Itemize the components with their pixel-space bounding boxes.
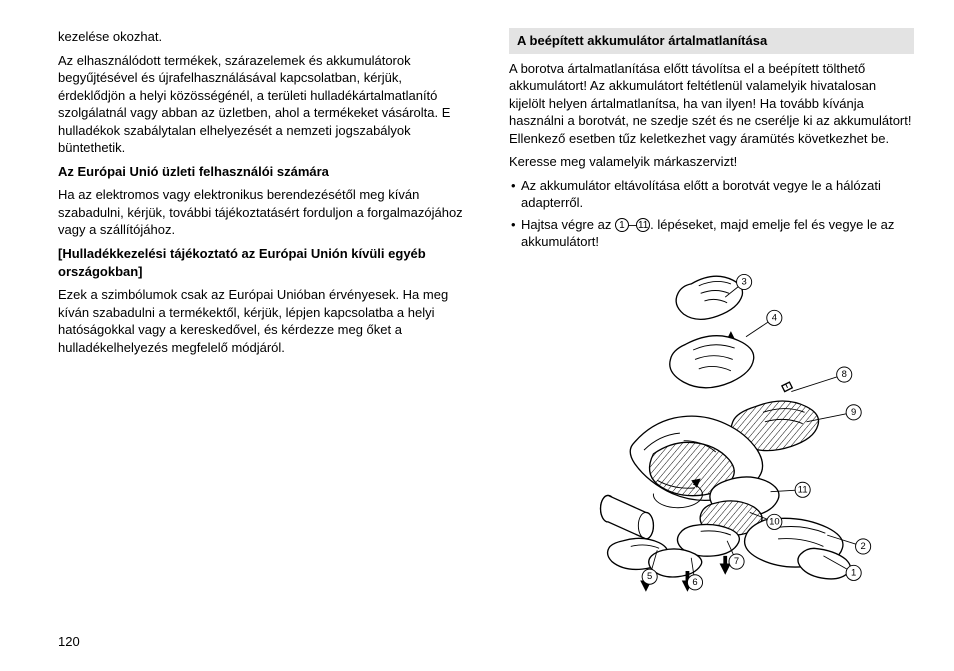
left-p2: Az elhasználódott termékek, szárazelemek… xyxy=(58,52,463,157)
callout-label-10: 10 xyxy=(769,516,780,527)
bullet-list: Az akkumulátor eltávolítása előtt a boro… xyxy=(509,177,914,251)
callout-label-11: 11 xyxy=(797,484,807,495)
callout-label-3: 3 xyxy=(741,277,746,288)
callout-line-8 xyxy=(791,375,844,392)
part-4-shell xyxy=(669,336,753,388)
circled-step-first: 1 xyxy=(615,218,629,232)
callout-label-6: 6 xyxy=(692,577,697,588)
left-p1: kezelése okozhat. xyxy=(58,28,463,46)
bullet-2-a: Hajtsa végre az xyxy=(521,217,615,232)
bullet-2: Hajtsa végre az 1–11. lépéseket, majd em… xyxy=(509,216,914,251)
part-8-screw xyxy=(781,382,791,391)
page-number: 120 xyxy=(58,634,80,649)
callout-label-9: 9 xyxy=(851,407,856,418)
left-h1: Az Európai Unió üzleti felhasználói szám… xyxy=(58,163,463,181)
diagram-svg: 3 4 8 9 11 10 2 1 7 6 5 xyxy=(542,255,882,615)
bullet-2-b: – xyxy=(629,217,636,232)
callout-label-5: 5 xyxy=(647,571,652,582)
callout-label-4: 4 xyxy=(771,312,776,323)
callout-label-2: 2 xyxy=(860,541,865,552)
section-title: A beépített akkumulátor ártalmatlanítása xyxy=(509,28,914,54)
page-root: kezelése okozhat. Az elhasználódott term… xyxy=(0,0,954,671)
right-p2: Keresse meg valamelyik márkaszervizt! xyxy=(509,153,914,171)
callout-label-8: 8 xyxy=(841,369,846,380)
left-h2: [Hulladékkezelési tájékoztató az Európai… xyxy=(58,245,463,280)
right-p1: A borotva ártalmatlanítása előtt távolít… xyxy=(509,60,914,148)
right-column: A beépített akkumulátor ártalmatlanítása… xyxy=(503,28,914,651)
left-p3: Ha az elektromos vagy elektronikus beren… xyxy=(58,186,463,239)
part-3-head-top xyxy=(676,276,742,319)
battery-cylinder xyxy=(600,495,653,538)
exploded-diagram: 3 4 8 9 11 10 2 1 7 6 5 xyxy=(509,255,914,615)
part-1-tail xyxy=(797,548,849,579)
callout-label-1: 1 xyxy=(851,567,856,578)
circled-step-last: 11 xyxy=(636,218,650,232)
left-column: kezelése okozhat. Az elhasználódott term… xyxy=(58,28,469,651)
left-p4: Ezek a szimbólumok csak az Európai Uniób… xyxy=(58,286,463,356)
bullet-1: Az akkumulátor eltávolítása előtt a boro… xyxy=(509,177,914,212)
callout-label-7: 7 xyxy=(733,556,738,567)
